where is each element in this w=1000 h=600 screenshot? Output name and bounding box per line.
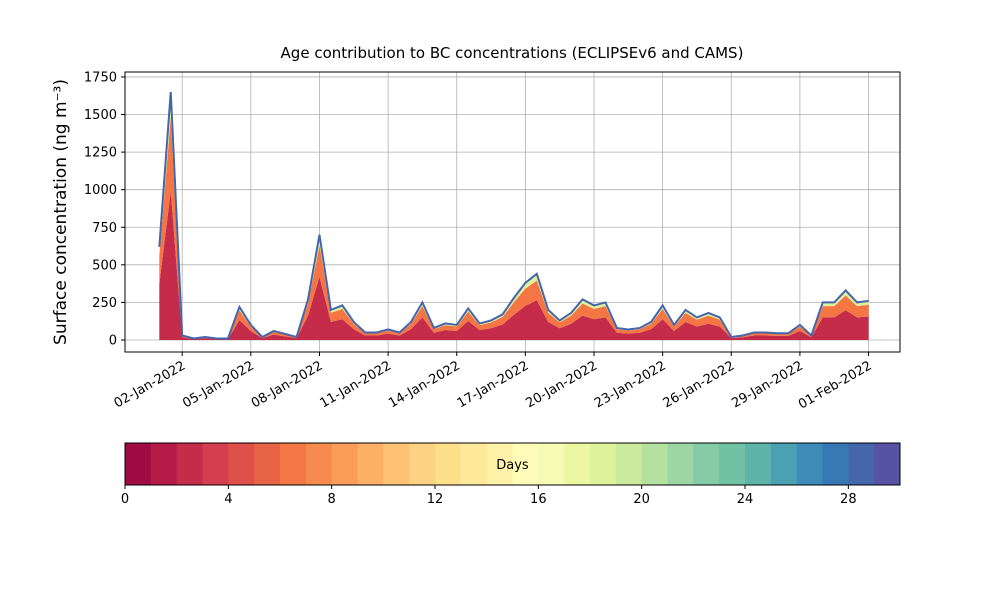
colorbar-swatch (280, 443, 307, 485)
plot-frame (124, 71, 901, 353)
colorbar-tick-label: 4 (224, 492, 232, 507)
area-layer (159, 116, 869, 340)
colorbar-swatch (641, 443, 668, 485)
colorbar-swatch (486, 443, 513, 485)
colorbar-swatch (874, 443, 901, 485)
y-tick-label: 0 (109, 333, 117, 348)
x-tick-label: 08-Jan-2022 (249, 358, 326, 411)
colorbar-label: Days (496, 458, 529, 473)
y-tick-label: 500 (92, 258, 117, 273)
colorbar-swatch (305, 443, 333, 485)
x-tick-label: 05-Jan-2022 (180, 358, 257, 411)
x-tick-label: 14-Jan-2022 (386, 358, 463, 411)
area-layer (159, 91, 869, 339)
colorbar-swatch (460, 443, 488, 485)
colorbar-swatch (254, 443, 281, 485)
area-layer (159, 191, 869, 340)
y-tick-label: 1250 (84, 146, 117, 161)
colorbar-swatch (228, 443, 255, 485)
colorbar-swatch (150, 443, 178, 485)
y-tick-label: 1000 (84, 183, 117, 198)
colorbar-tick-label: 28 (840, 492, 857, 507)
y-tick-label: 750 (92, 221, 117, 236)
colorbar-frame (124, 442, 901, 486)
colorbar-swatch (202, 443, 229, 485)
colorbar-swatch (770, 443, 798, 485)
colorbar-swatch (693, 443, 720, 485)
colorbar-swatch (564, 443, 591, 485)
colorbar-swatch (590, 443, 617, 485)
y-tick-label: 1750 (84, 70, 117, 85)
colorbar-tick-label: 24 (737, 492, 754, 507)
colorbar-swatch (538, 443, 565, 485)
outline (158, 91, 869, 340)
colorbar-tick-label: 0 (121, 492, 129, 507)
colorbar-swatch (176, 443, 203, 485)
colorbar-swatch (331, 443, 358, 485)
y-axis-label: Surface concentration (ng m⁻³) (51, 79, 71, 345)
colorbar-tick-label: 8 (328, 492, 336, 507)
colorbar-tick-label: 12 (427, 492, 444, 507)
x-tick-label: 26-Jan-2022 (661, 358, 738, 411)
colorbar-swatch (615, 443, 643, 485)
x-tick-label: 29-Jan-2022 (729, 358, 806, 411)
x-tick-label: 17-Jan-2022 (455, 358, 532, 411)
y-tick-label: 1500 (84, 108, 117, 123)
colorbar-tick-label: 20 (633, 492, 650, 507)
x-tick-label: 01-Feb-2022 (796, 358, 875, 412)
colorbar-swatch (409, 443, 436, 485)
colorbar-swatch (745, 443, 772, 485)
x-tick-label: 02-Jan-2022 (112, 358, 189, 411)
y-tick-label: 250 (92, 296, 117, 311)
colorbar-swatch (512, 443, 539, 485)
chart-title: Age contribution to BC concentrations (E… (281, 44, 744, 62)
colorbar-swatch (719, 443, 746, 485)
colorbar-swatch (383, 443, 410, 485)
colorbar-swatch (357, 443, 384, 485)
colorbar-swatch (435, 443, 462, 485)
x-tick-label: 20-Jan-2022 (523, 358, 600, 411)
colorbar-swatch (822, 443, 849, 485)
x-tick-label: 23-Jan-2022 (592, 358, 669, 411)
colorbar-swatch (667, 443, 694, 485)
colorbar-swatch (796, 443, 823, 485)
x-tick-label: 11-Jan-2022 (318, 358, 395, 411)
colorbar-swatch (848, 443, 875, 485)
colorbar-tick-label: 16 (530, 492, 547, 507)
colorbar-swatch (125, 443, 152, 485)
